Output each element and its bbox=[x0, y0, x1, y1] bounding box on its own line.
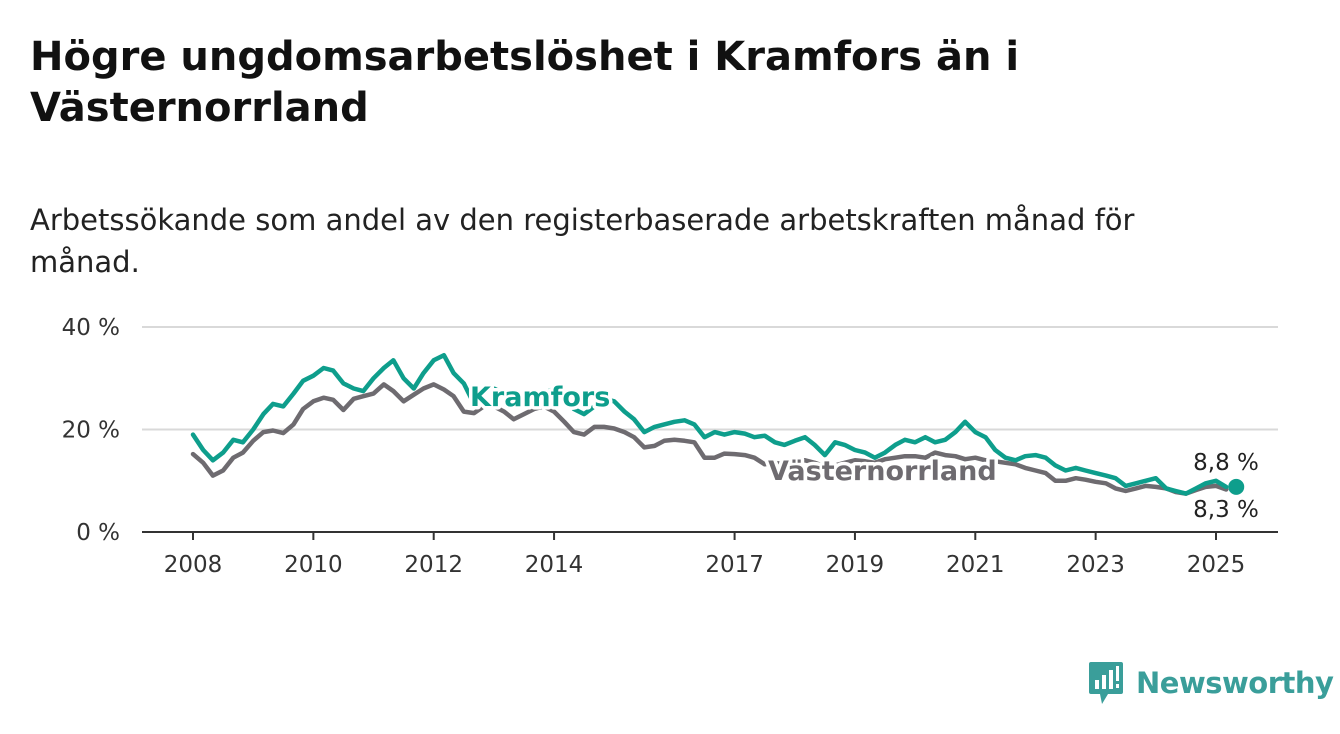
x-tick-label: 2021 bbox=[946, 552, 1005, 578]
line-chart: 0 % 20 % 40 % 2008 2010 2012 2014 2017 2019 2021… bbox=[62, 315, 1278, 578]
x-tick-label: 2025 bbox=[1187, 552, 1246, 578]
brand-name: Newsworthy bbox=[1136, 666, 1334, 700]
x-axis: 2008 2010 2012 2014 2017 2019 2021 2023 2025 bbox=[142, 531, 1278, 578]
brand-logo: Newsworthy bbox=[1088, 660, 1334, 706]
chart-title: Högre ungdomsarbetslöshet i Kramfors än … bbox=[30, 34, 1020, 131]
x-tick-label: 2008 bbox=[164, 552, 223, 578]
series-line-kramfors bbox=[190, 352, 1229, 496]
x-tick-label: 2023 bbox=[1066, 552, 1125, 578]
series-label-kramfors: Kramfors bbox=[470, 382, 610, 413]
series-label-vasternorrland: Västernorrland bbox=[768, 456, 997, 487]
newsworthy-logo-icon bbox=[1089, 662, 1123, 704]
y-tick-label: 20 % bbox=[62, 418, 120, 444]
x-tick-label: 2010 bbox=[284, 552, 343, 578]
y-tick-label: 40 % bbox=[62, 315, 120, 341]
x-tick-label: 2012 bbox=[404, 552, 463, 578]
end-label-vasternorrland: 8,3 % bbox=[1193, 497, 1259, 523]
y-tick-label: 0 % bbox=[76, 520, 120, 546]
series-line-västernorrland bbox=[190, 382, 1229, 496]
series-labels: 8,8 % 8,3 % Kramfors Västernorrland bbox=[467, 379, 1262, 526]
x-tick-label: 2014 bbox=[525, 552, 584, 578]
chart-subtitle: Arbetssökande som andel av den registerb… bbox=[30, 203, 1135, 279]
end-label-kramfors: 8,8 % bbox=[1193, 450, 1259, 476]
series-lines bbox=[190, 352, 1229, 496]
x-tick-label: 2019 bbox=[826, 552, 885, 578]
grid-lines: 0 % 20 % 40 % bbox=[62, 315, 1278, 546]
end-point-kramfors bbox=[1228, 478, 1245, 495]
x-tick-label: 2017 bbox=[705, 552, 764, 578]
